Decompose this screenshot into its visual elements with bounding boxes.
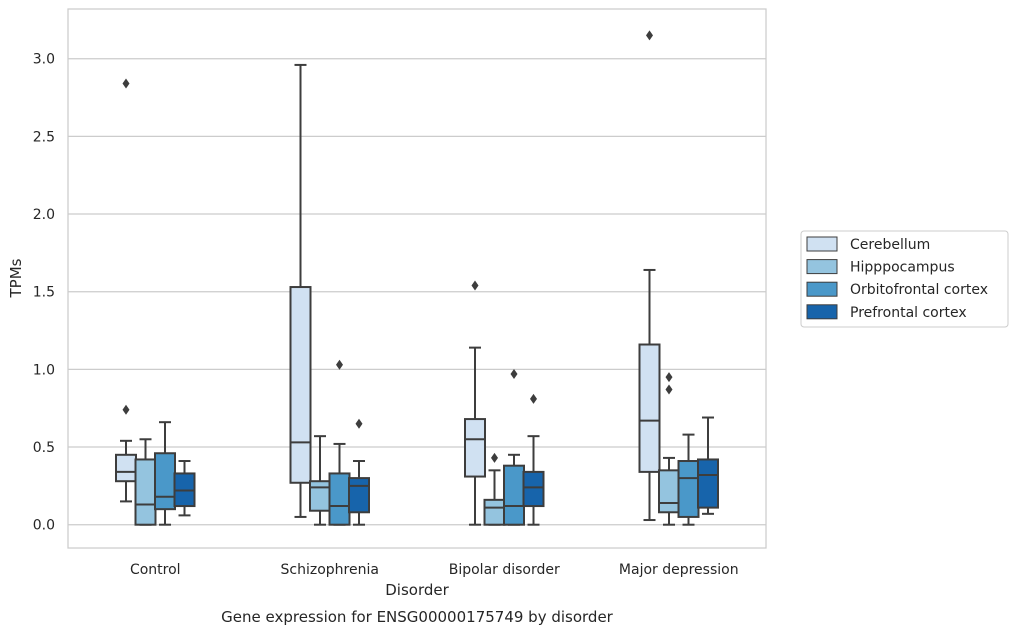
x-tick-label: Major depression <box>619 562 739 578</box>
box-iqr <box>328 472 351 526</box>
box-prefrontal-cortex <box>697 416 719 515</box>
box-iqr <box>503 464 525 526</box>
legend-swatch <box>806 259 838 275</box>
y-tick-label: 1.5 <box>33 285 55 301</box>
box-iqr <box>677 460 700 518</box>
outlier-point <box>646 30 653 41</box>
y-tick-label: 1.0 <box>33 362 55 378</box>
box-iqr <box>638 343 661 473</box>
y-tick-labels: 0.0 0.5 1.0 1.5 2.0 2.5 3.0 <box>33 52 55 534</box>
box-cerebellum <box>289 63 312 518</box>
box-iqr <box>115 453 137 483</box>
legend-label: Hipppocampus <box>850 260 955 276</box>
x-tick-label: Control <box>130 562 181 578</box>
box-cerebellum <box>464 280 486 526</box>
legend-label: Orbitofrontal cortex <box>850 282 988 298</box>
y-gridlines <box>68 58 766 526</box>
x-tick-label: Schizophrenia <box>281 562 379 578</box>
y-tick-label: 3.0 <box>33 52 55 68</box>
box-iqr <box>483 498 506 526</box>
legend-label: Cerebellum <box>850 237 930 253</box>
legend-swatch <box>806 236 838 252</box>
legend: Cerebellum Hipppocampus Orbitofrontal cort… <box>800 230 1009 328</box>
box-iqr <box>134 458 157 526</box>
box-iqr <box>464 418 486 478</box>
legend-label: Prefrontal cortex <box>850 305 967 321</box>
box-iqr <box>154 452 176 511</box>
outlier-point <box>122 78 130 89</box>
box-orbitofrontal-cortex <box>677 433 700 526</box>
outlier-point <box>491 452 498 463</box>
box-iqr <box>658 469 680 514</box>
outlier-point <box>122 404 130 415</box>
outlier-point <box>665 372 673 383</box>
outlier-point <box>355 418 363 429</box>
y-tick-label: 0.0 <box>33 518 55 534</box>
x-tick-label: Bipolar disorder <box>449 562 560 578</box>
y-tick-label: 2.5 <box>33 129 55 145</box>
legend-frame <box>800 230 1009 328</box>
box-prefrontal-cortex <box>173 460 196 517</box>
box-orbitofrontal-cortex <box>154 421 176 526</box>
outlier-point <box>510 369 518 380</box>
y-axis-title: TPMs <box>7 258 25 298</box>
box-iqr <box>522 470 545 508</box>
box-iqr <box>697 458 719 509</box>
box-prefrontal-cortex <box>522 393 545 526</box>
box-hipppocampus <box>134 438 157 526</box>
box-iqr <box>309 480 331 512</box>
box-prefrontal-cortex <box>348 418 370 526</box>
legend-swatch <box>806 304 838 320</box>
box-iqr <box>289 286 312 484</box>
chart-title: Gene expression for ENSG00000175749 by d… <box>221 608 614 626</box>
outlier-point <box>530 393 537 404</box>
outlier-point <box>471 280 479 291</box>
box-iqr <box>348 477 370 514</box>
box-cerebellum <box>638 30 661 522</box>
plot-frame <box>67 8 767 549</box>
y-tick-label: 2.0 <box>33 207 55 223</box>
legend-swatch <box>806 281 838 297</box>
y-tick-label: 0.5 <box>33 440 55 456</box>
outlier-point <box>665 384 673 395</box>
x-tick-labels: Control Schizophrenia Bipolar disorder Majo… <box>130 562 739 578</box>
x-axis-title: Disorder <box>385 581 449 599</box>
outlier-point <box>336 359 343 370</box>
box-orbitofrontal-cortex <box>503 369 525 526</box>
box-hipppocampus <box>658 372 680 526</box>
box-groups <box>115 30 719 526</box>
